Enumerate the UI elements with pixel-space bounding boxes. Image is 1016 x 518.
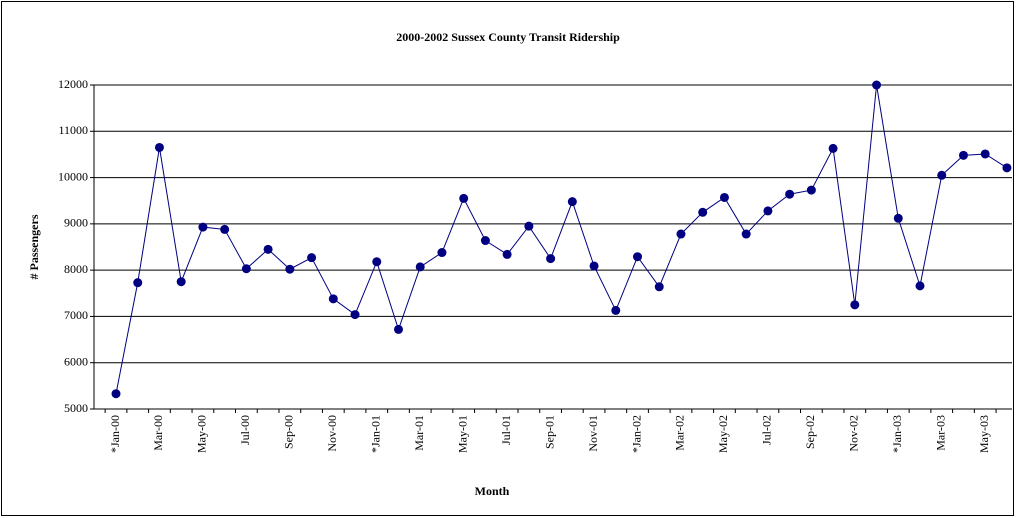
y-tick-label: 6000 — [64, 354, 88, 368]
data-point — [524, 221, 534, 231]
data-point — [980, 149, 990, 159]
data-point — [111, 389, 121, 399]
y-tick-label: 8000 — [64, 262, 88, 276]
data-point — [676, 229, 686, 239]
y-tick-label: 10000 — [58, 169, 88, 183]
data-point — [133, 278, 143, 288]
x-tick-label: *Jan-01 — [369, 415, 383, 453]
x-tick-label: Sep-01 — [542, 415, 556, 449]
x-tick-label: Nov-00 — [325, 415, 339, 452]
x-tick-label: Sep-00 — [282, 415, 296, 449]
x-tick-label: Sep-02 — [803, 415, 817, 449]
series-line — [115, 84, 1008, 394]
x-tick-label: Jul-01 — [499, 415, 513, 445]
data-point — [654, 282, 664, 292]
x-tick-label: May-01 — [455, 415, 469, 453]
data-point — [154, 142, 164, 152]
data-point — [567, 197, 577, 207]
y-tick-label: 9000 — [64, 216, 88, 230]
data-point — [437, 248, 447, 258]
y-tick-label: 11000 — [58, 123, 88, 137]
y-tick-label: 7000 — [64, 308, 88, 322]
data-point — [958, 150, 968, 160]
data-point — [372, 257, 382, 267]
data-point — [241, 264, 251, 274]
x-tick-label: May-02 — [716, 415, 730, 453]
data-point — [806, 185, 816, 195]
data-point — [698, 207, 708, 217]
data-point — [763, 206, 773, 216]
x-tick-label: *Jan-02 — [629, 415, 643, 453]
x-tick-label: *Jan-03 — [890, 415, 904, 453]
data-point — [850, 300, 860, 310]
chart-title: 2000-2002 Sussex County Transit Ridershi… — [396, 30, 620, 44]
data-point — [893, 213, 903, 223]
data-point — [589, 261, 599, 271]
x-tick-label: Nov-01 — [586, 415, 600, 452]
data-point — [393, 324, 403, 334]
data-point — [285, 264, 295, 274]
x-tick-label: Jul-00 — [238, 415, 252, 445]
data-point — [459, 193, 469, 203]
x-tick-label: Mar-01 — [412, 415, 426, 451]
y-tick-label: 5000 — [64, 401, 88, 415]
y-axis-label: # Passengers — [27, 214, 41, 279]
x-tick-label: *Jan-00 — [108, 415, 122, 453]
x-tick-label: Mar-00 — [151, 415, 165, 451]
data-point — [415, 262, 425, 272]
data-point — [176, 277, 186, 287]
data-point — [502, 249, 512, 259]
x-axis-label: Month — [475, 484, 510, 498]
data-point — [263, 244, 273, 254]
data-point — [741, 229, 751, 239]
data-point — [480, 236, 490, 246]
data-point — [198, 222, 208, 232]
x-tick-label: May-00 — [195, 415, 209, 453]
data-point — [220, 224, 230, 234]
y-tick-label: 12000 — [58, 77, 88, 91]
data-point — [872, 80, 882, 90]
data-point — [937, 170, 947, 180]
x-tick-label: Mar-03 — [933, 415, 947, 451]
x-tick-label: Jul-02 — [760, 415, 774, 445]
x-tick-label: Mar-02 — [673, 415, 687, 451]
data-point — [828, 143, 838, 153]
data-point — [328, 294, 338, 304]
data-point — [546, 254, 556, 264]
data-point — [719, 192, 729, 202]
data-point — [1002, 163, 1012, 173]
x-tick-label: Nov-02 — [847, 415, 861, 452]
data-point — [785, 189, 795, 199]
data-point — [633, 252, 643, 262]
data-point — [350, 310, 360, 320]
x-tick-label: May-03 — [977, 415, 991, 453]
data-point — [611, 305, 621, 315]
data-point — [307, 253, 317, 263]
data-point — [915, 281, 925, 291]
